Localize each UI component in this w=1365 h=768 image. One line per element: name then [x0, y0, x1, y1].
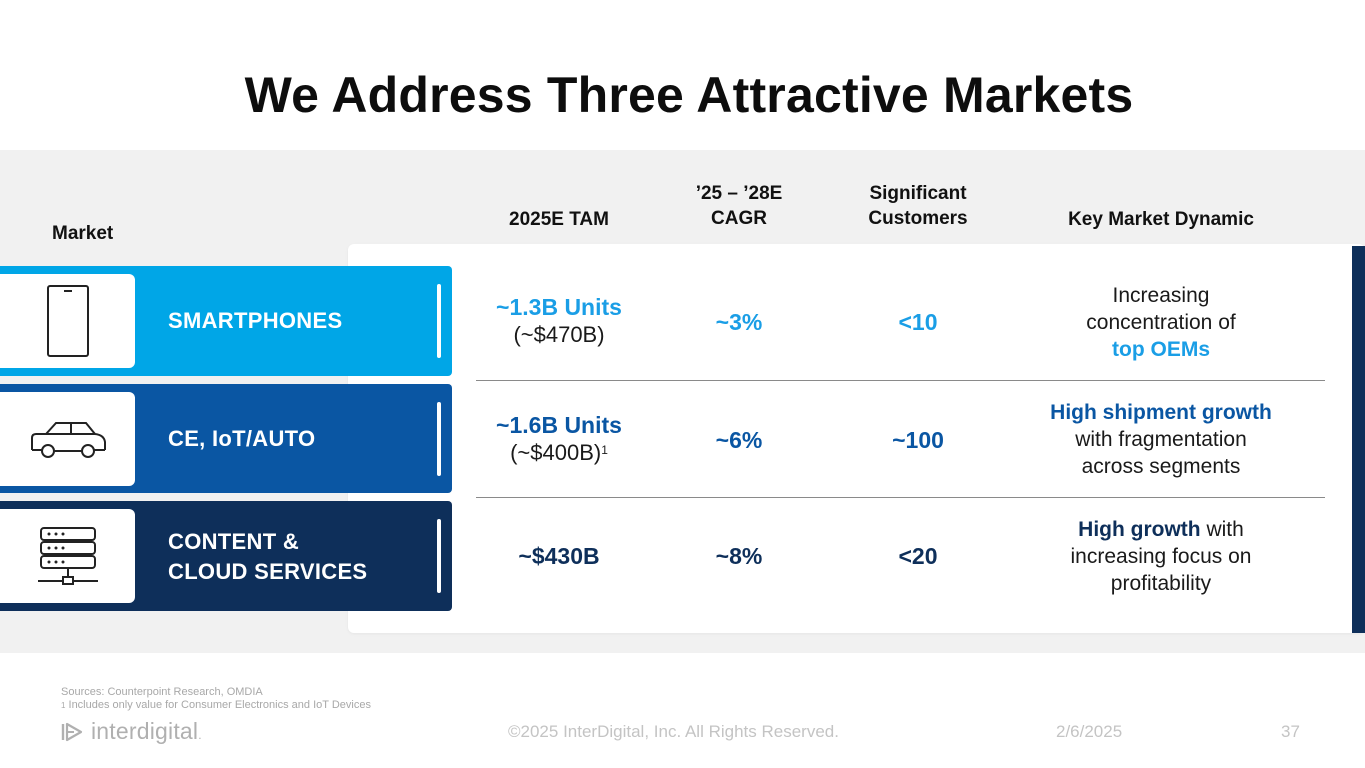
- row-divider-bar: [437, 519, 441, 593]
- market-label-content-cloud: CONTENT & CLOUD SERVICES: [168, 527, 367, 587]
- header-market: Market: [52, 223, 114, 244]
- market-bar-smartphones: SMARTPHONES: [0, 266, 452, 376]
- tam-ce-iot-auto: ~1.6B Units (~$400B)1: [476, 412, 642, 466]
- icon-box-car: [0, 392, 135, 486]
- market-label-ce-iot-auto: CE, IoT/AUTO: [168, 426, 316, 451]
- market-label-line: CLOUD SERVICES: [168, 559, 368, 584]
- icon-box-smartphone: [0, 274, 135, 368]
- dynamic-highlight: top OEMs: [1112, 338, 1210, 361]
- market-bar-ce-iot-auto: CE, IoT/AUTO: [0, 384, 452, 493]
- dynamic-line: profitability: [1110, 572, 1212, 595]
- logo-dot: .: [198, 728, 202, 742]
- dynamic-line: concentration of: [1086, 311, 1236, 334]
- server-icon: [38, 527, 98, 585]
- panel-accent-bar: [1352, 246, 1365, 633]
- market-label-line: CONTENT &: [168, 529, 300, 554]
- slide-title: We Address Three Attractive Markets: [244, 67, 1134, 123]
- row-divider-bar: [437, 284, 441, 358]
- dynamic-highlight: High shipment growth: [1050, 401, 1272, 424]
- footnote-marker: 1: [61, 701, 66, 710]
- footnote-text: Includes only value for Consumer Electro…: [65, 699, 371, 711]
- tam-content-cloud: ~$430B: [518, 543, 600, 569]
- copyright: ©2025 InterDigital, Inc. All Rights Rese…: [508, 722, 839, 741]
- dynamic-line: with: [1200, 518, 1244, 541]
- customers-content-cloud: <20: [898, 543, 938, 569]
- dynamic-highlight: High growth: [1078, 518, 1201, 541]
- page-number: 37: [1281, 722, 1300, 741]
- tam-value: ~1.3B Units: [496, 294, 622, 320]
- dynamic-line: with fragmentation: [1075, 428, 1247, 451]
- dynamic-line: Increasing: [1112, 284, 1210, 307]
- company-logo: interdigital.: [61, 718, 202, 745]
- header-cagr-line2: CAGR: [711, 208, 767, 229]
- row-divider: [476, 380, 1325, 381]
- tam-value: ~1.6B Units: [496, 412, 622, 438]
- dynamic-ce-iot-auto: High shipment growth with fragmentation …: [1030, 399, 1292, 480]
- data-panel: [348, 244, 1365, 633]
- sources-note: Sources: Counterpoint Research, OMDIA: [61, 686, 263, 698]
- tam-subvalue: (~$470B): [513, 322, 605, 347]
- cagr-ce-iot-auto: ~6%: [715, 427, 763, 453]
- header-cagr-line1: ’25 – ’28E: [695, 183, 783, 204]
- dynamic-smartphones: Increasing concentration of top OEMs: [1030, 282, 1292, 363]
- dynamic-line: increasing focus on: [1070, 545, 1252, 568]
- customers-ce-iot-auto: ~100: [892, 427, 944, 453]
- interdigital-logo-icon: [61, 722, 83, 741]
- header-dynamic: Key Market Dynamic: [1068, 209, 1254, 230]
- header-customers-line2: Customers: [868, 208, 968, 229]
- tam-subvalue: (~$400B): [510, 440, 602, 465]
- market-bar-content-cloud: CONTENT & CLOUD SERVICES: [0, 501, 452, 611]
- cagr-smartphones: ~3%: [715, 309, 763, 335]
- cagr-content-cloud: ~8%: [715, 543, 763, 569]
- header-cagr: ’25 – ’28E CAGR: [668, 181, 810, 231]
- logo-text: interdigital: [91, 718, 199, 744]
- slide-date: 2/6/2025: [1056, 722, 1123, 741]
- dynamic-line: across segments: [1081, 455, 1241, 478]
- footnote-marker: 1: [601, 443, 608, 457]
- row-divider-bar: [437, 402, 441, 476]
- footnote: 1 Includes only value for Consumer Elect…: [61, 699, 371, 712]
- dynamic-content-cloud: High growth with increasing focus on pro…: [1030, 516, 1292, 597]
- header-customers: Significant Customers: [840, 181, 996, 231]
- customers-smartphones: <10: [898, 309, 938, 335]
- smartphone-icon: [47, 285, 89, 357]
- market-label-smartphones: SMARTPHONES: [168, 308, 343, 333]
- row-divider: [476, 497, 1325, 498]
- tam-smartphones: ~1.3B Units (~$470B): [476, 294, 642, 348]
- header-customers-line1: Significant: [869, 183, 967, 204]
- header-tam: 2025E TAM: [509, 209, 609, 230]
- icon-box-server: [0, 509, 135, 603]
- car-icon: [31, 422, 106, 458]
